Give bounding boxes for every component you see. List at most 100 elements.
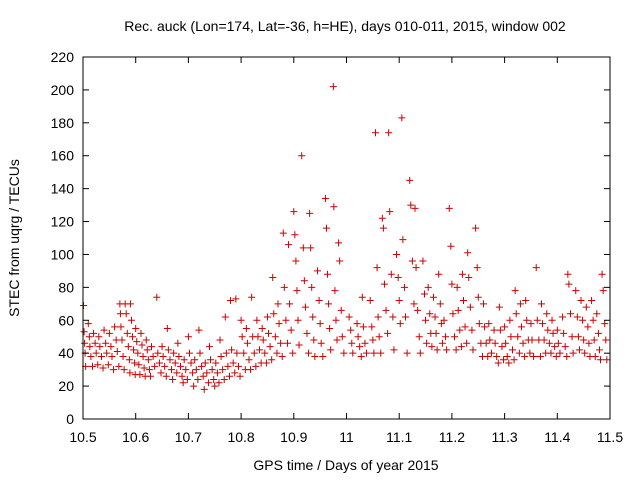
data-point: [299, 244, 307, 252]
data-point: [419, 257, 427, 265]
data-point: [329, 83, 337, 91]
data-point: [176, 362, 184, 370]
data-point: [445, 204, 453, 212]
data-point: [283, 339, 291, 347]
data-point: [80, 328, 88, 336]
data-point: [429, 293, 437, 301]
x-tick-label: 10.9: [280, 429, 307, 445]
data-point: [484, 352, 492, 360]
data-point: [584, 323, 592, 331]
data-point: [96, 343, 104, 351]
data-point: [378, 214, 386, 222]
data-point: [528, 336, 536, 344]
data-point: [194, 376, 202, 384]
data-point: [569, 349, 577, 357]
data-point: [192, 366, 200, 374]
data-point: [522, 297, 530, 305]
data-point: [91, 339, 99, 347]
data-point: [386, 208, 394, 216]
data-point: [349, 349, 357, 357]
data-point: [125, 356, 133, 364]
data-point: [190, 382, 198, 390]
data-point: [324, 270, 332, 278]
data-point: [117, 323, 125, 331]
data-point: [237, 316, 245, 324]
y-tick-label: 120: [51, 214, 75, 230]
data-point: [216, 336, 224, 344]
data-point: [278, 352, 286, 360]
data-point: [490, 326, 498, 334]
data-point: [215, 379, 223, 387]
data-point: [530, 352, 538, 360]
chart-title: Rec. auck (Lon=174, Lat=-36, h=HE), days…: [124, 18, 566, 34]
data-point: [330, 203, 338, 211]
data-point: [377, 349, 385, 357]
data-point: [138, 341, 146, 349]
data-point: [220, 376, 228, 384]
data-point: [124, 343, 132, 351]
data-point: [468, 326, 476, 334]
data-point: [292, 257, 300, 265]
data-point: [511, 287, 519, 295]
data-point: [200, 385, 208, 393]
data-point: [575, 346, 583, 354]
data-point: [359, 323, 367, 331]
data-point: [163, 325, 171, 332]
data-point: [357, 352, 365, 360]
data-point: [447, 242, 455, 250]
data-point: [556, 349, 564, 357]
data-point: [426, 310, 434, 318]
data-point: [454, 306, 462, 314]
data-point: [201, 359, 209, 367]
data-point: [105, 329, 113, 337]
data-point: [516, 300, 524, 308]
data-point: [363, 349, 371, 357]
data-point: [233, 349, 241, 357]
data-point: [553, 326, 561, 334]
data-point: [111, 323, 119, 331]
data-point: [595, 346, 603, 354]
data-point: [231, 369, 239, 377]
data-point: [262, 359, 270, 367]
data-point: [577, 297, 585, 305]
y-tick-label: 200: [51, 82, 75, 98]
data-point: [580, 336, 588, 344]
data-point: [169, 376, 177, 384]
y-tick-label: 140: [51, 181, 75, 197]
data-point: [443, 346, 451, 354]
y-tick-label: 20: [58, 378, 74, 394]
data-point: [86, 343, 94, 351]
data-point: [298, 152, 306, 160]
data-point: [440, 316, 448, 324]
y-axis-label: STEC from uqrg / TECUs: [6, 159, 22, 317]
data-point: [337, 306, 345, 314]
x-tick-label: 10.5: [69, 429, 96, 445]
data-point: [416, 349, 424, 357]
data-point: [412, 264, 420, 272]
data-point: [129, 333, 137, 341]
data-point: [173, 369, 181, 377]
data-point: [519, 339, 527, 347]
data-point: [252, 362, 260, 370]
data-point: [159, 352, 167, 360]
data-point: [403, 349, 411, 357]
data-point: [285, 241, 293, 249]
data-point: [234, 362, 242, 370]
data-point: [332, 316, 340, 324]
data-point: [182, 366, 190, 374]
data-point: [196, 349, 204, 357]
data-point: [185, 349, 193, 357]
data-point: [505, 359, 513, 367]
data-point: [148, 343, 156, 351]
data-point: [131, 359, 139, 367]
data-point: [564, 270, 572, 278]
data-point: [311, 352, 319, 360]
data-point: [374, 313, 382, 321]
data-point: [242, 325, 250, 332]
y-tick-label: 100: [51, 246, 75, 262]
data-point: [287, 326, 295, 334]
data-point: [151, 362, 159, 370]
data-point: [415, 333, 423, 341]
data-point: [226, 372, 234, 380]
data-point: [137, 329, 145, 337]
